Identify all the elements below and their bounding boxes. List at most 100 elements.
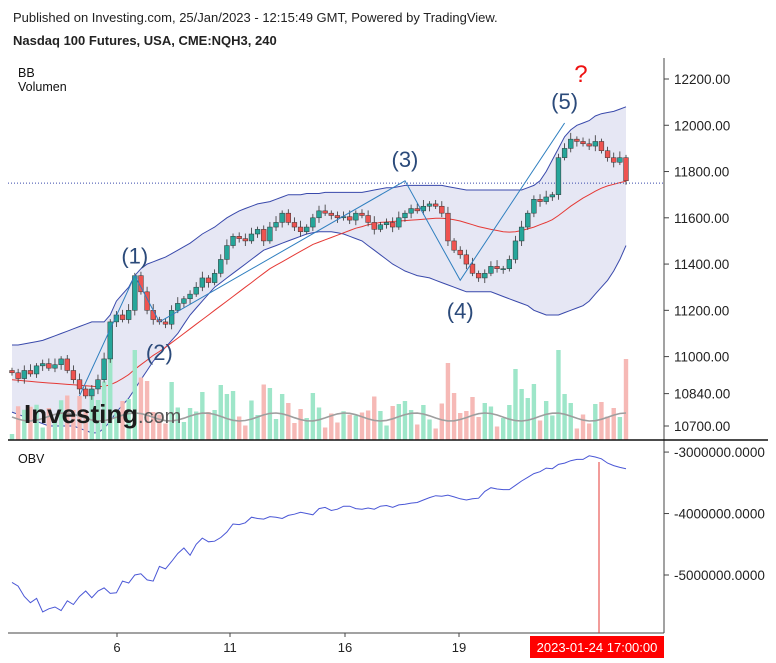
- candle-body: [236, 236, 242, 239]
- candle-body: [518, 226, 525, 242]
- volume-bar: [120, 401, 125, 440]
- candle-body: [543, 196, 549, 202]
- volume-bar: [261, 384, 266, 440]
- price-tick-label: 10700.00: [674, 419, 730, 434]
- candle-body: [604, 150, 611, 158]
- candle-body: [402, 212, 408, 219]
- candle-body: [15, 372, 21, 379]
- candle-body: [46, 363, 52, 369]
- candle-body: [168, 310, 175, 325]
- volume-bar: [322, 427, 328, 440]
- volume-bar: [359, 412, 365, 440]
- volume-bar: [488, 406, 494, 440]
- volume-bar: [9, 434, 15, 440]
- volume-bar: [593, 404, 598, 440]
- volume-bar: [298, 409, 303, 440]
- volume-bar: [273, 419, 279, 440]
- candle-body: [242, 238, 248, 242]
- volume-bar: [476, 417, 481, 440]
- volume-bar: [65, 395, 70, 440]
- price-tick-label: 11000.00: [674, 350, 729, 365]
- wave-label: (3): [392, 147, 419, 172]
- price-tick-label: 11400.00: [674, 257, 729, 272]
- candle-body: [316, 210, 322, 219]
- candle-body: [254, 229, 261, 235]
- volume-bar: [95, 400, 101, 440]
- volume-bar: [470, 397, 475, 440]
- candle-body: [383, 222, 390, 225]
- candle-body: [488, 266, 494, 274]
- volume-bar: [531, 384, 537, 440]
- wave-label: (5): [551, 89, 578, 114]
- volume-bar: [206, 412, 211, 440]
- volume-bar: [157, 414, 162, 440]
- candle-body: [555, 157, 562, 195]
- obv-tick-label: -3000000.0000: [674, 445, 765, 460]
- candle-body: [193, 286, 199, 295]
- candle-body: [70, 370, 77, 380]
- time-tick-label: 16: [338, 640, 352, 655]
- candle-body: [445, 212, 451, 242]
- candle-body: [322, 210, 328, 214]
- volume-bar: [15, 406, 21, 440]
- volume-bar: [224, 394, 230, 440]
- candle-body: [83, 388, 89, 397]
- bb-label: BB: [18, 66, 35, 80]
- cursor-time-label: 2023-01-24 17:00:00: [537, 640, 658, 655]
- candle-body: [291, 222, 298, 228]
- candle-body: [506, 259, 512, 269]
- candle-body: [279, 212, 285, 223]
- volume-bar: [550, 415, 555, 440]
- volume-ma-line: [11, 412, 627, 422]
- published-caption: Published on Investing.com, 25/Jan/2023 …: [13, 10, 498, 25]
- volume-bar: [415, 424, 420, 440]
- volume-bar: [599, 402, 604, 440]
- volume-bar: [347, 414, 352, 440]
- candle-body: [420, 205, 427, 212]
- volume-bar: [525, 398, 530, 440]
- volume-bar: [151, 412, 156, 440]
- volume-bar: [138, 377, 144, 440]
- candle-body: [199, 277, 205, 288]
- candle-body: [525, 212, 531, 228]
- volume-bar: [22, 409, 27, 440]
- volume-bar: [46, 408, 52, 440]
- candle-body: [285, 212, 291, 223]
- volume-bar: [568, 403, 573, 440]
- volume-bar: [83, 410, 88, 440]
- volume-bar: [458, 413, 463, 440]
- volume-bar: [580, 414, 586, 440]
- candle-body: [52, 364, 58, 369]
- volume-bar: [408, 410, 414, 440]
- candle-body: [310, 217, 316, 228]
- volume-bar: [40, 427, 45, 440]
- candle-body: [598, 141, 605, 151]
- price-tick-label: 12200.00: [674, 72, 730, 87]
- candle-body: [414, 208, 420, 212]
- candle-body: [359, 212, 365, 216]
- volume-bar: [556, 350, 561, 440]
- obv-label: OBV: [18, 452, 45, 466]
- candle-body: [451, 240, 457, 251]
- candle-body: [328, 212, 334, 216]
- volume-bar: [501, 418, 506, 440]
- volume-bar: [187, 408, 193, 440]
- candle-body: [33, 365, 40, 375]
- volume-bar: [163, 423, 168, 440]
- volume-bar: [507, 405, 512, 440]
- candle-body: [187, 293, 193, 300]
- volume-bar: [286, 403, 291, 440]
- candle-body: [40, 363, 46, 367]
- time-tick-label: 11: [223, 640, 237, 655]
- candle-body: [512, 240, 519, 260]
- candle-body: [150, 310, 156, 320]
- candle-body: [580, 141, 586, 145]
- candle-body: [76, 379, 83, 390]
- volume-bar: [71, 410, 76, 440]
- volume-bar: [181, 422, 187, 440]
- volume-bar: [390, 406, 395, 440]
- volume-bar: [28, 406, 33, 440]
- volume-bar: [574, 428, 580, 440]
- volume-bar: [384, 425, 389, 440]
